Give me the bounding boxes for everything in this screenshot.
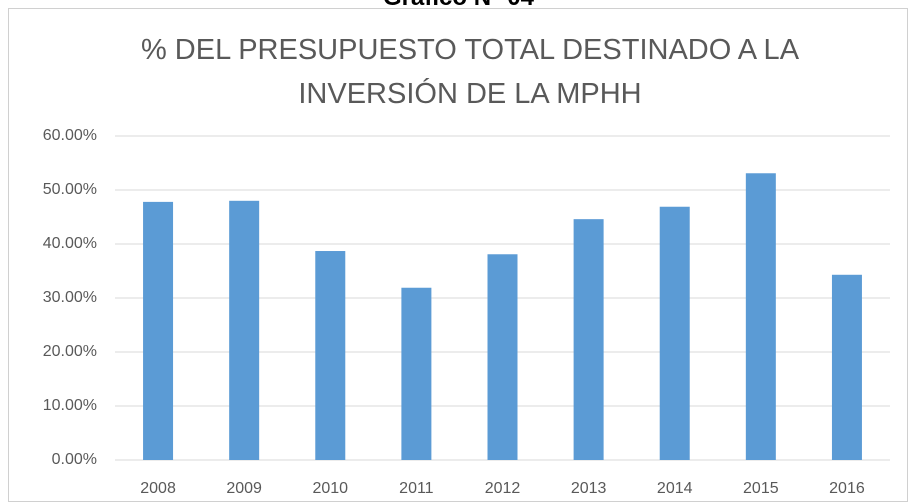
x-tick-label: 2010 [312, 480, 348, 497]
bar [315, 251, 346, 460]
y-tick-label: 30.00% [43, 289, 97, 306]
x-tick-label: 2015 [743, 480, 779, 497]
bar [401, 287, 432, 460]
y-tick-label: 50.00% [43, 181, 97, 198]
x-tick-label: 2014 [657, 480, 693, 497]
bar [573, 219, 604, 460]
x-tick-label: 2008 [140, 480, 176, 497]
y-tick-label: 60.00% [43, 127, 97, 144]
bar [229, 200, 260, 461]
bar [487, 254, 518, 460]
y-tick-label: 0.00% [52, 451, 97, 468]
x-tick-label: 2016 [829, 480, 865, 497]
heading: Gráfico N° 04 [0, 0, 917, 12]
chart-frame [8, 8, 908, 502]
x-tick-label: 2013 [571, 480, 607, 497]
bar [831, 274, 862, 460]
chart-title: % DEL PRESUPUESTO TOTAL DESTINADO A LA I… [140, 34, 800, 110]
x-tick-label: 2012 [485, 480, 521, 497]
y-tick-label: 10.00% [43, 397, 97, 414]
x-tick-label: 2011 [399, 480, 434, 497]
y-tick-label: 40.00% [43, 235, 97, 252]
y-tick-label: 20.00% [43, 343, 97, 360]
bar [143, 201, 174, 460]
x-tick-label: 2009 [226, 480, 262, 497]
bar [659, 206, 690, 460]
bar [745, 173, 776, 460]
